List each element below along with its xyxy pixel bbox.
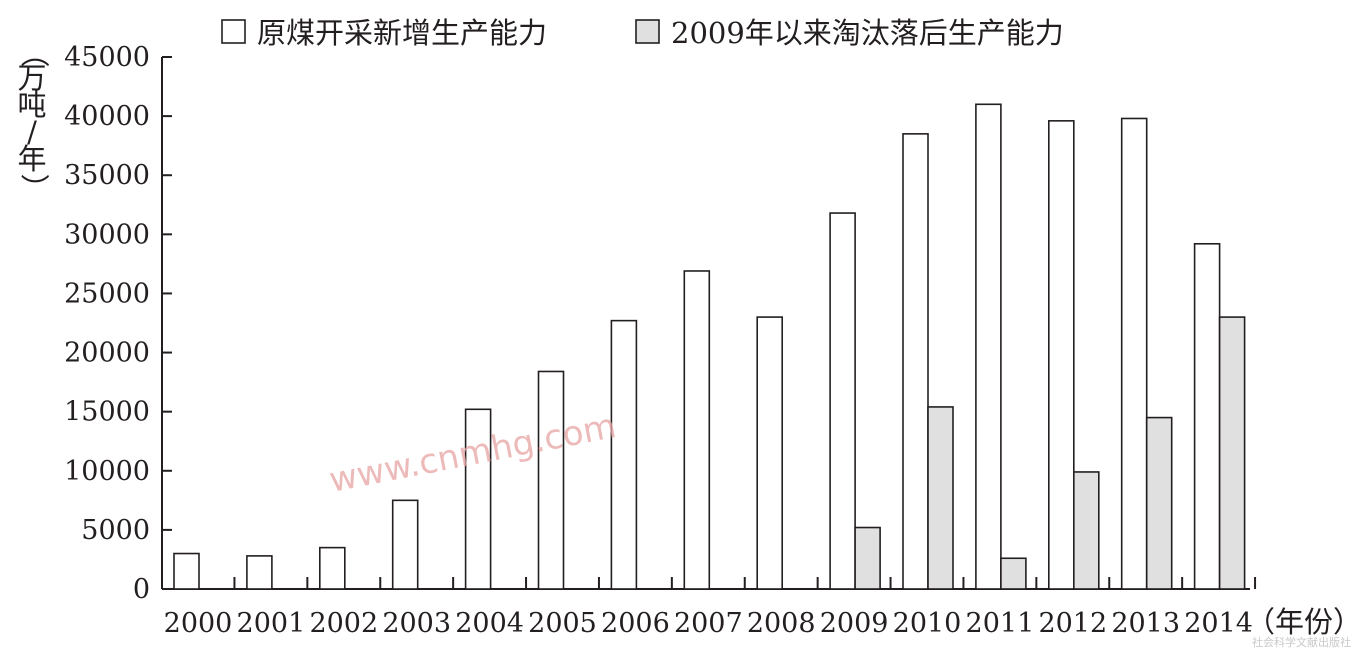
bar-new-capacity-2006	[610, 319, 638, 590]
x-tick-label: 2003	[382, 608, 451, 639]
y-tick-label: 35000	[64, 160, 150, 191]
x-axis: 2000 2001 2002 2003 2004 2005 2006 2007 2008 2009…	[162, 577, 1257, 639]
bar-eliminated-capacity-2014	[1218, 316, 1246, 590]
bar-new-capacity-2003	[391, 499, 419, 590]
publisher-credit: 社会科学文献出版社	[1252, 635, 1351, 649]
bar-eliminated-capacity-2010	[927, 406, 954, 590]
legend-label-new-capacity: 原煤开采新增生产能力	[257, 16, 547, 50]
bar-new-capacity-2005	[537, 370, 565, 590]
bar-new-capacity-2011	[975, 103, 1002, 590]
bar-new-capacity-2012	[1048, 120, 1075, 590]
x-tick-label: 2001	[237, 608, 306, 639]
bar-new-capacity-2001	[246, 555, 273, 590]
y-tick-label: 20000	[64, 338, 150, 369]
x-tick-label: 2000	[164, 608, 233, 639]
x-tick-label: 2008	[747, 608, 816, 639]
legend-swatch-eliminated-capacity	[635, 19, 660, 44]
bar-new-capacity-2009	[829, 212, 856, 590]
bars	[173, 103, 1246, 590]
x-tick-label: 2014	[1184, 608, 1253, 639]
y-unit-char: 万	[17, 61, 46, 95]
x-tick-label: 2011	[966, 608, 1035, 639]
y-tick-label: 0	[133, 574, 150, 605]
y-tick-label: 25000	[64, 278, 150, 309]
x-tick-label: 2002	[309, 608, 378, 639]
legend-label-eliminated-capacity: 2009年以来淘汰落后生产能力	[671, 16, 1064, 50]
y-tick-label: 10000	[64, 456, 150, 487]
x-tick-label: 2006	[601, 608, 670, 639]
y-unit-char: 吨	[17, 88, 46, 122]
bar-new-capacity-2013	[1120, 117, 1148, 590]
y-axis-unit-label: （万吨/年）	[17, 38, 51, 202]
bar-new-capacity-2014	[1193, 242, 1221, 590]
legend-swatch-new-capacity	[221, 19, 246, 44]
x-axis-unit-label: （年份）	[1246, 605, 1362, 639]
bar-eliminated-capacity-2011	[1000, 557, 1027, 590]
x-tick-label: 2012	[1038, 608, 1107, 639]
x-tick-label: 2013	[1111, 608, 1180, 639]
bar-new-capacity-2007	[683, 270, 711, 590]
y-tick-label: 5000	[81, 515, 150, 546]
bar-new-capacity-2008	[756, 316, 784, 590]
x-tick-label: 2004	[455, 608, 524, 639]
y-tick-label: 40000	[64, 101, 150, 132]
bar-new-capacity-2010	[902, 133, 929, 590]
y-unit-char: /	[27, 115, 37, 149]
y-tick-label: 15000	[64, 397, 150, 428]
bar-new-capacity-2000	[173, 552, 200, 590]
y-tick-label: 45000	[64, 42, 150, 73]
y-axis: 0 5000 10000 15000 20000 25000 30000 35000 40000…	[64, 42, 172, 605]
x-tick-label: 2007	[674, 608, 743, 639]
x-tick-label: 2010	[893, 608, 962, 639]
x-tick-label: 2005	[528, 608, 597, 639]
y-unit-char: 年	[17, 142, 46, 176]
bar-new-capacity-2004	[464, 408, 492, 590]
y-unit-char: （	[17, 38, 51, 67]
bar-eliminated-capacity-2012	[1073, 471, 1100, 590]
y-tick-label: 30000	[64, 219, 150, 250]
x-tick-label: 2009	[820, 608, 889, 639]
y-unit-char: ）	[17, 173, 51, 202]
legend: 原煤开采新增生产能力 2009年以来淘汰落后生产能力	[221, 16, 1064, 50]
bar-eliminated-capacity-2009	[854, 526, 881, 590]
bar-eliminated-capacity-2013	[1145, 416, 1173, 590]
bar-new-capacity-2002	[318, 546, 346, 590]
